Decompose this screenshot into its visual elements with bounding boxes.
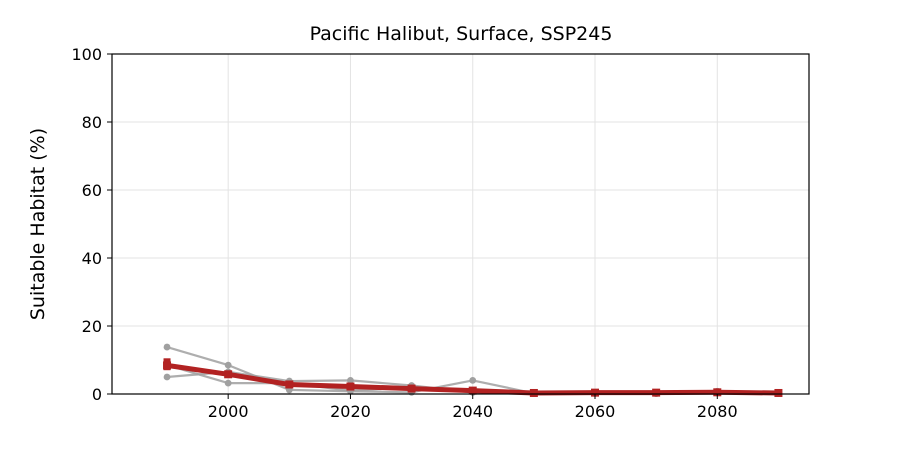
mean-series-point	[468, 386, 477, 395]
member-series-point	[163, 373, 171, 381]
y-tick-label: 100	[71, 45, 102, 64]
y-tick-label: 60	[82, 181, 102, 200]
member-series-point	[469, 377, 477, 384]
mean-series-point	[713, 388, 722, 397]
y-axis-label: Suitable Habitat (%)	[27, 128, 49, 320]
mean-series-point	[529, 388, 538, 397]
mean-series-point	[163, 361, 172, 370]
member-series-point	[163, 343, 171, 351]
y-tick-label: 40	[82, 249, 102, 268]
x-tick-label: 2000	[208, 402, 249, 421]
chart-title: Pacific Halibut, Surface, SSP245	[310, 23, 613, 45]
y-tick-label: 0	[92, 385, 102, 404]
mean-series-point	[407, 384, 416, 393]
x-tick-label: 2080	[697, 402, 738, 421]
mean-series-point	[224, 370, 233, 379]
mean-series-point	[591, 388, 600, 397]
mean-series-point	[774, 388, 783, 397]
y-tick-label: 20	[82, 317, 102, 336]
mean-series-point	[285, 380, 294, 389]
member-series-point	[347, 377, 354, 384]
series-layer	[163, 343, 783, 398]
x-tick-label: 2060	[575, 402, 616, 421]
x-tick-label: 2040	[452, 402, 493, 421]
x-tick-label: 2020	[330, 402, 371, 421]
mean-series-point	[346, 382, 355, 391]
member-series-point	[224, 379, 232, 387]
y-tick-label: 80	[82, 113, 102, 132]
member-series-point	[224, 361, 232, 369]
mean-series-point	[652, 388, 661, 397]
plot-frame	[111, 53, 810, 395]
